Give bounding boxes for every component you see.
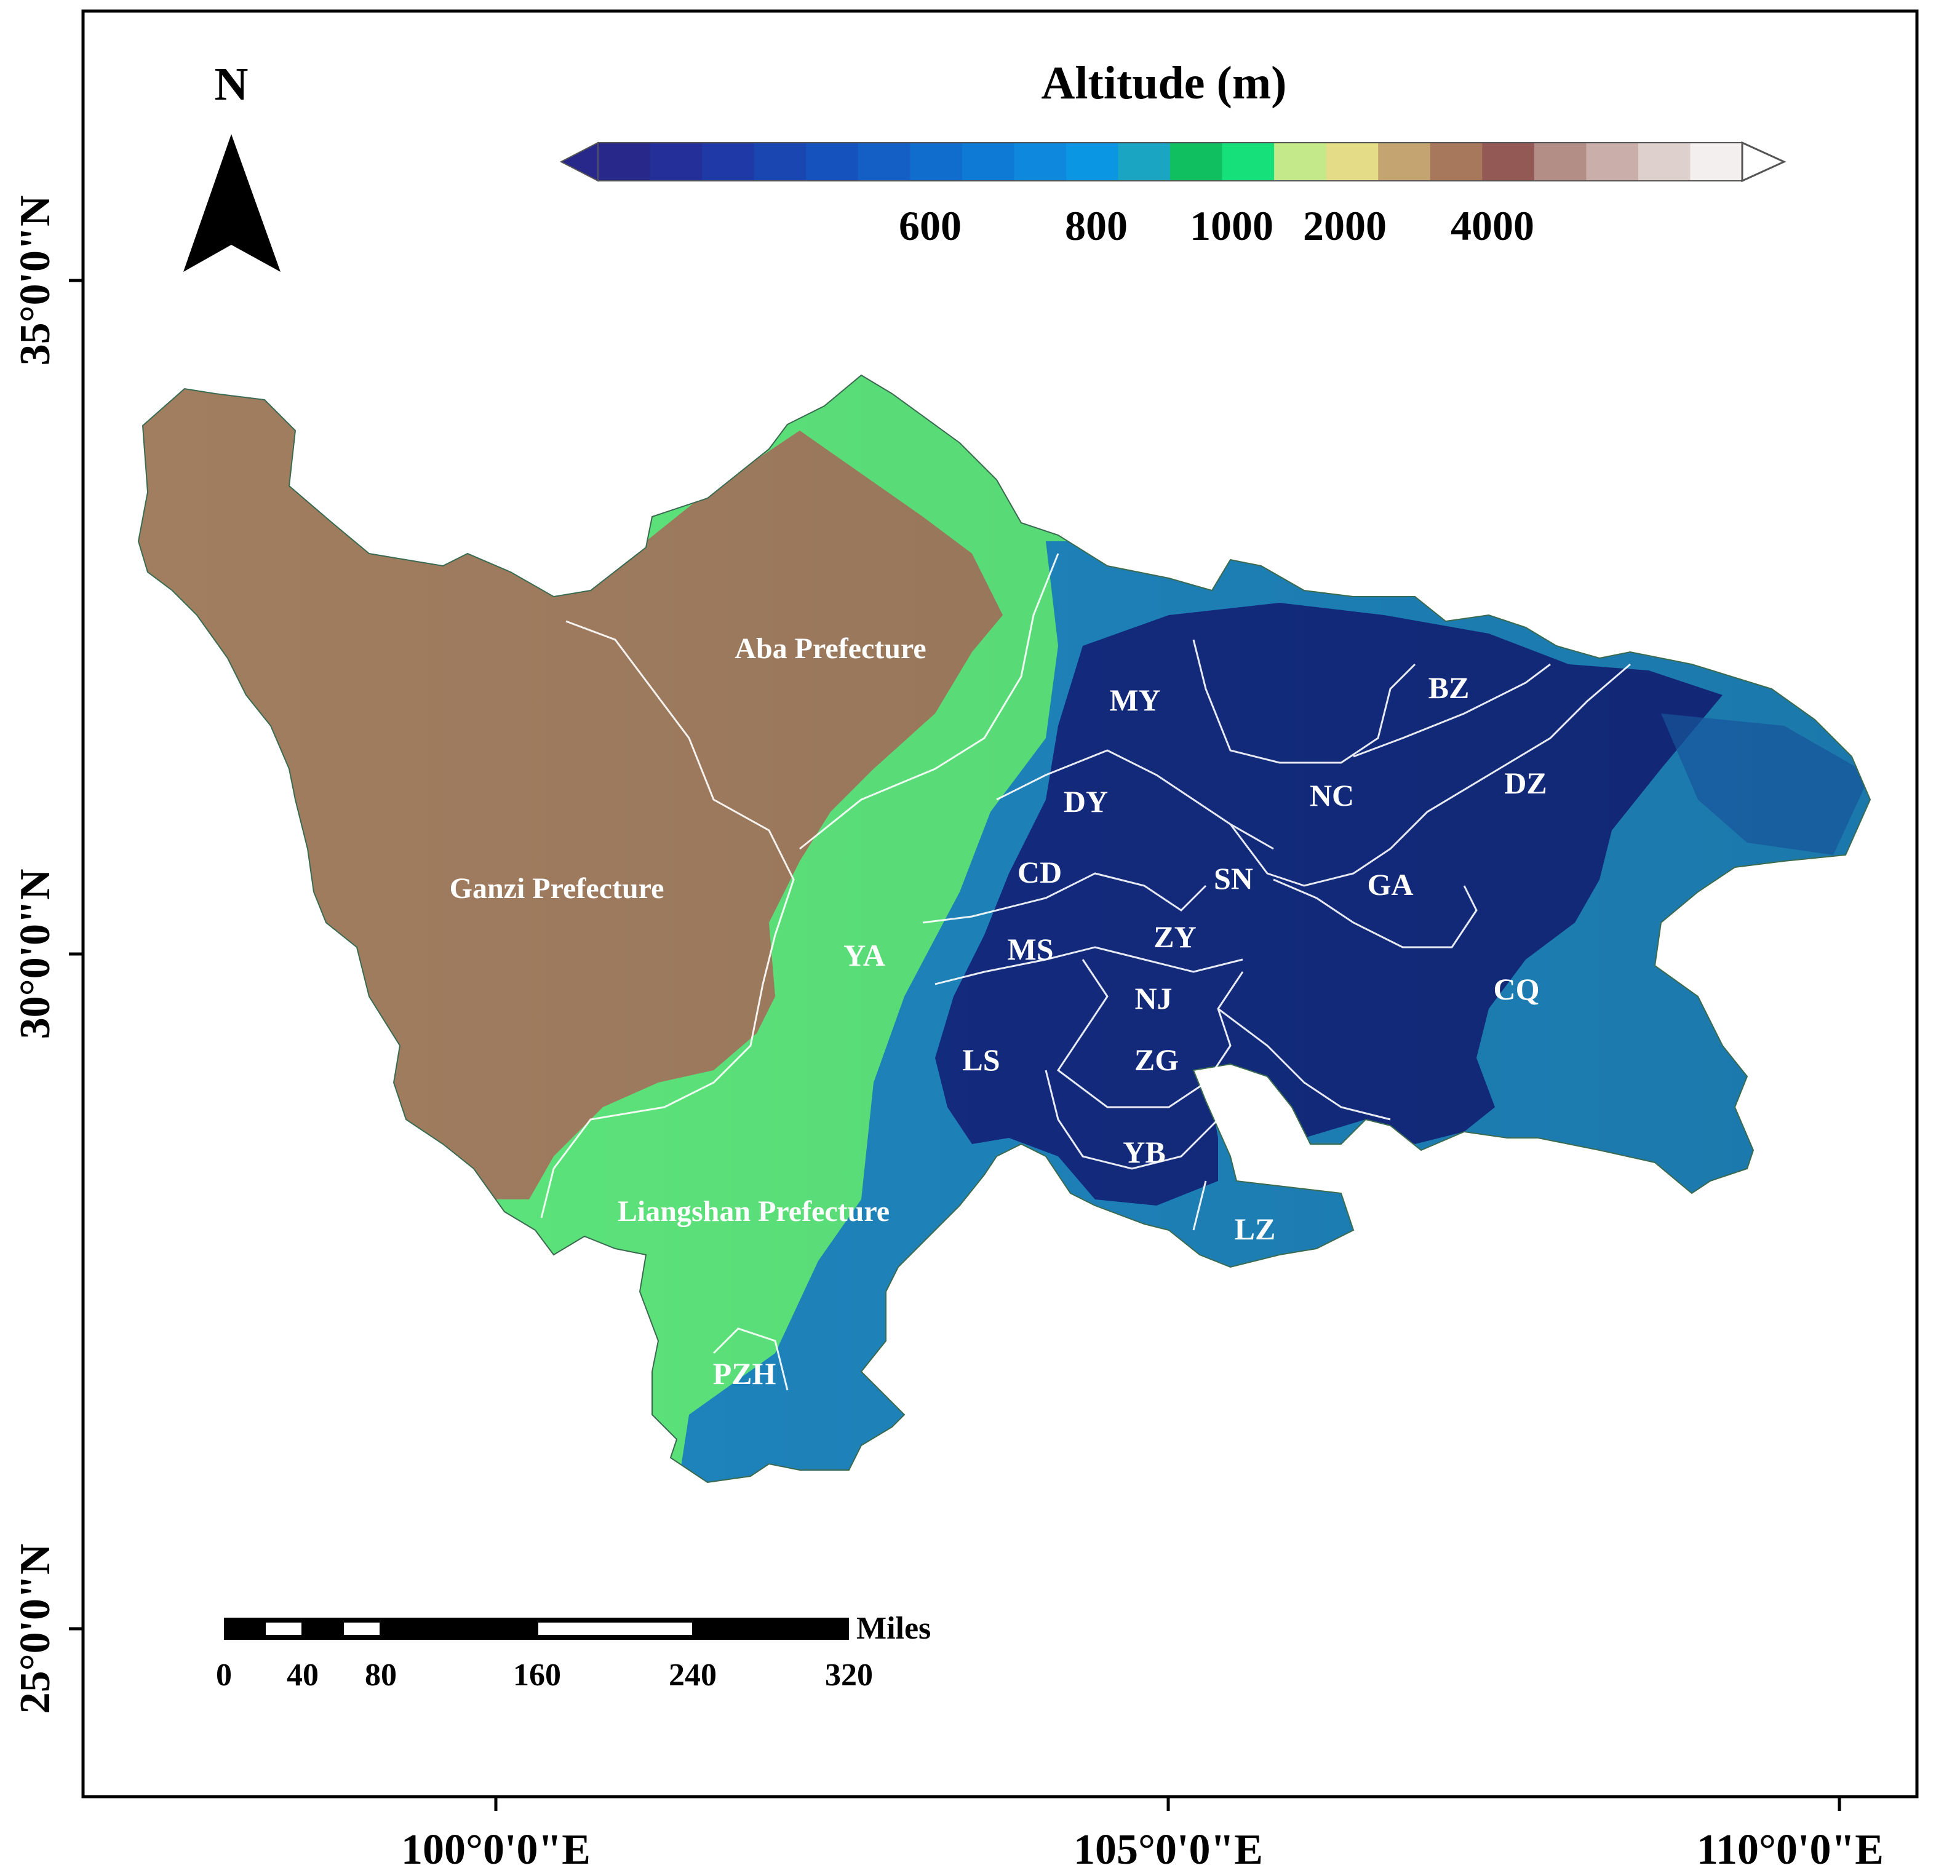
axis-ticks [69, 279, 1841, 1811]
lat-tick-35: 35°0'0"N [12, 196, 59, 366]
legend-color-cell [1222, 143, 1275, 181]
scale-tick-320: 320 [825, 1658, 873, 1693]
scale-tick-40: 40 [287, 1658, 319, 1693]
legend-color-cell [754, 143, 807, 181]
legend-color-cell [598, 143, 651, 181]
legend-tick-800: 800 [1065, 202, 1128, 249]
legend-color-cell [1690, 143, 1743, 181]
legend-color-cell [806, 143, 859, 181]
legend-color-cell [1170, 143, 1223, 181]
label-sn: SN [1214, 861, 1253, 896]
legend-tick-2000: 2000 [1303, 202, 1387, 249]
scale-tick-0: 0 [216, 1658, 232, 1693]
scale-tick-80: 80 [365, 1658, 397, 1693]
legend-color-cell [702, 143, 755, 181]
legend-color-cell [1014, 143, 1067, 181]
label-ganzi: Ganzi Prefecture [450, 872, 664, 905]
region-labels: Ganzi Prefecture Aba Prefecture Liangsha… [450, 632, 1547, 1391]
altitude-legend: Altitude (m) 600 800 1000 2000 4000 [559, 57, 1787, 249]
north-arrow: N [183, 58, 281, 272]
label-pzh: PZH [713, 1356, 776, 1391]
label-bz: BZ [1428, 670, 1470, 705]
label-dy: DY [1064, 784, 1108, 819]
label-ms: MS [1008, 932, 1054, 966]
legend-color-cell [1066, 143, 1118, 181]
legend-color-cell [1534, 143, 1587, 181]
scale-bar: Miles 0 40 80 160 240 320 [216, 1611, 931, 1693]
label-ga: GA [1368, 867, 1414, 902]
legend-color-cell [1586, 143, 1639, 181]
legend-color-cell [1118, 143, 1171, 181]
label-nc: NC [1310, 778, 1354, 813]
legend-color-cell [1482, 143, 1535, 181]
legend-tick-4000: 4000 [1451, 202, 1534, 249]
legend-color-cell [910, 143, 963, 181]
scale-tick-240: 240 [669, 1658, 717, 1693]
legend-color-cell [1378, 143, 1431, 181]
label-lz: LZ [1235, 1212, 1276, 1246]
label-ya: YA [843, 938, 885, 972]
lat-tick-25: 25°0'0"N [12, 1544, 59, 1714]
legend-tick-1000: 1000 [1190, 202, 1273, 249]
legend-border [597, 142, 1743, 181]
land-outline [137, 374, 1871, 1484]
label-zy: ZY [1153, 920, 1196, 954]
label-liangshan: Liangshan Prefecture [618, 1195, 890, 1228]
legend-title: Altitude (m) [1042, 57, 1287, 109]
label-cd: CD [1018, 855, 1062, 889]
latitude-labels: 35°0'0"N 30°0'0"N 25°0'0"N [12, 196, 59, 1714]
lon-tick-105: 105°0'0"E [1074, 1826, 1263, 1874]
label-my: MY [1109, 683, 1160, 717]
label-aba: Aba Prefecture [735, 632, 926, 665]
label-ls: LS [962, 1043, 1000, 1077]
label-cq: CQ [1494, 972, 1540, 1006]
legend-color-cell [962, 143, 1014, 181]
legend-color-cell [1638, 143, 1691, 181]
legend-tick-600: 600 [899, 202, 962, 249]
scale-tick-160: 160 [513, 1658, 561, 1693]
scale-unit: Miles [856, 1611, 931, 1646]
label-dz: DZ [1504, 766, 1547, 800]
lon-tick-100: 100°0'0"E [401, 1826, 591, 1874]
legend-color-cells [598, 143, 1743, 181]
label-zg: ZG [1134, 1043, 1179, 1077]
admin-boundaries [540, 553, 1631, 1391]
north-arrow-icon [183, 134, 281, 272]
longitude-labels: 100°0'0"E 105°0'0"E 110°0'0"E [401, 1826, 1884, 1874]
label-nj: NJ [1134, 981, 1172, 1016]
legend-color-cell [1274, 143, 1327, 181]
legend-color-cell [1326, 143, 1379, 181]
legend-color-cell [858, 143, 910, 181]
north-label: N [215, 58, 249, 110]
lon-tick-110: 110°0'0"E [1697, 1826, 1884, 1874]
lat-tick-30: 30°0'0"N [12, 869, 59, 1039]
legend-color-cell [1430, 143, 1483, 181]
legend-color-cell [650, 143, 703, 181]
label-yb: YB [1123, 1135, 1165, 1169]
